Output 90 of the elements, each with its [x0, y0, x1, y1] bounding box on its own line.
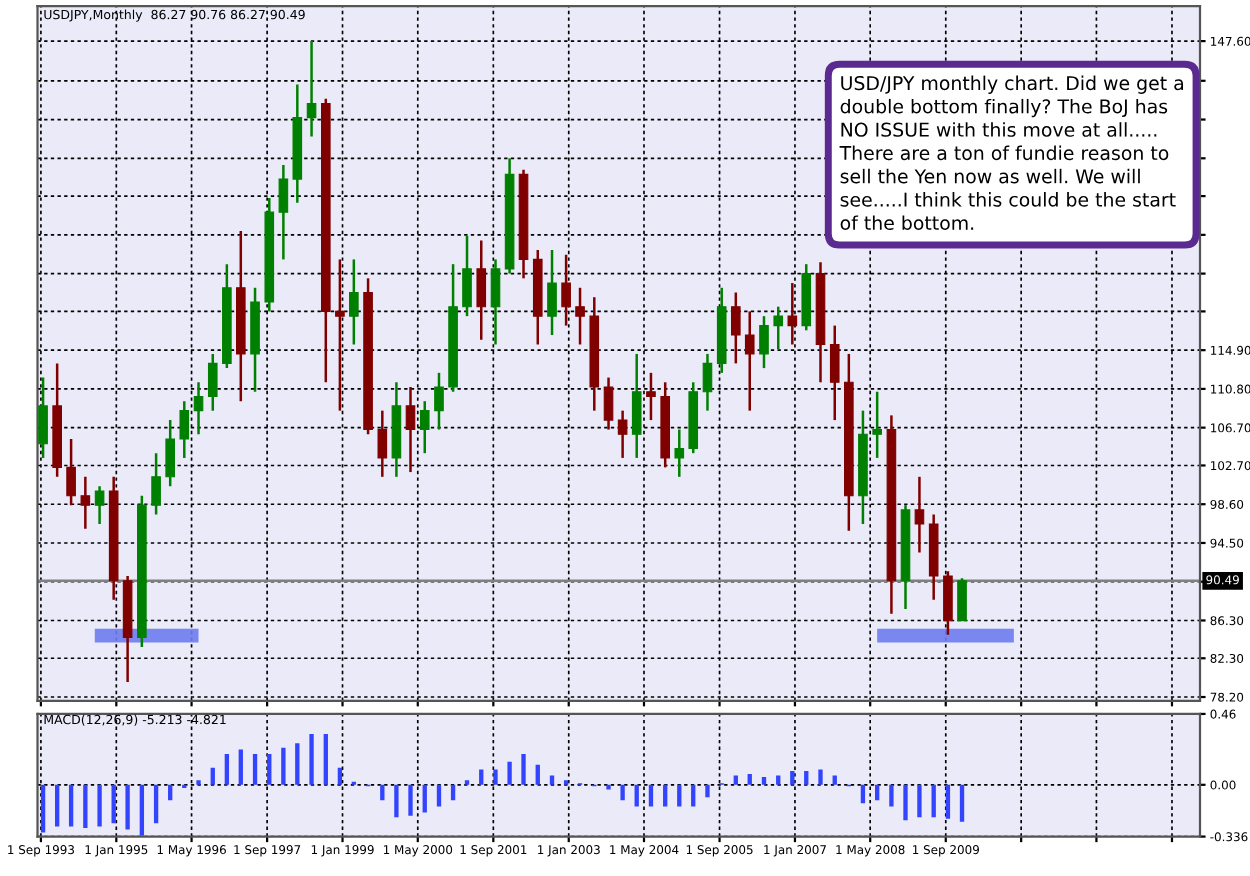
candlestick	[193, 381, 204, 436]
candlestick	[434, 371, 444, 431]
candlestick	[730, 291, 741, 365]
bar	[493, 769, 498, 785]
bar	[252, 754, 258, 785]
bar	[945, 784, 951, 819]
candlestick	[306, 39, 317, 138]
bar	[210, 767, 215, 785]
bar	[55, 784, 60, 827]
bar	[125, 784, 130, 830]
candlestick	[744, 310, 755, 412]
bar	[68, 784, 74, 827]
candlestick	[462, 234, 472, 318]
candlestick	[646, 371, 656, 422]
bar	[224, 754, 230, 785]
bar	[705, 784, 710, 798]
annotation: USD/JPY monthly chart. Did we get a double bottom finally? The BoJ has NO ISSUE with this move at all..... There are a ton of fundie reason to sell the Yen now as well. We will see.....I think this could be the start of the bottom.	[839, 75, 1184, 231]
bar	[153, 784, 159, 824]
bar	[267, 754, 272, 785]
bar	[889, 784, 894, 807]
bar	[733, 775, 738, 785]
bar	[40, 784, 46, 833]
bar	[380, 784, 385, 801]
candlestick	[94, 485, 105, 526]
candlestick	[476, 239, 487, 342]
bar	[875, 784, 880, 801]
bar	[860, 784, 866, 804]
candlestick	[490, 258, 501, 346]
candlestick	[66, 437, 76, 507]
candlestick	[377, 409, 388, 479]
bar	[295, 743, 300, 785]
candlestick	[773, 305, 784, 351]
bar	[111, 784, 116, 824]
candlestick	[759, 314, 769, 370]
bar	[97, 784, 102, 827]
bar	[281, 747, 286, 785]
candlestick	[575, 286, 585, 346]
candlestick	[547, 248, 557, 337]
bar	[394, 784, 399, 818]
bar	[606, 784, 611, 790]
bar	[450, 784, 456, 801]
bar	[804, 770, 809, 785]
bar	[323, 733, 328, 785]
bar	[747, 774, 752, 785]
bar	[549, 775, 555, 785]
candlestick	[914, 475, 925, 554]
bar	[776, 775, 781, 785]
candlestick	[278, 163, 289, 261]
bar	[931, 784, 936, 818]
bar	[83, 784, 88, 828]
candlestick	[674, 428, 685, 479]
bar	[408, 784, 413, 816]
candlestick	[38, 376, 48, 460]
bar	[903, 784, 908, 821]
candlestick	[702, 352, 713, 412]
bar	[790, 770, 795, 785]
bar	[422, 784, 427, 813]
candlestick	[405, 385, 416, 474]
candlestick	[207, 352, 218, 412]
candlestick	[631, 352, 642, 460]
bar	[917, 784, 922, 818]
bar	[832, 775, 837, 785]
candlestick	[787, 281, 798, 346]
bar	[521, 754, 526, 785]
candlestick	[872, 390, 882, 460]
bar	[168, 784, 173, 801]
bar	[139, 784, 145, 836]
bar	[535, 764, 540, 785]
bar	[959, 784, 965, 822]
candlestick	[957, 577, 967, 622]
bar	[238, 749, 243, 785]
candlestick	[179, 399, 190, 460]
bar	[309, 733, 314, 785]
bar	[620, 784, 625, 801]
candlestick	[829, 324, 840, 422]
candlestick	[561, 253, 571, 327]
candlestick	[335, 258, 345, 412]
candlestick	[419, 399, 430, 455]
candlestick	[603, 376, 614, 431]
bar	[479, 769, 484, 785]
bar	[507, 761, 512, 785]
candlestick	[80, 475, 91, 531]
bar	[818, 769, 823, 785]
bar	[337, 767, 343, 785]
candlestick	[943, 570, 953, 636]
candlestick	[617, 409, 628, 460]
candlestick	[349, 258, 359, 346]
bar	[761, 777, 767, 785]
candlestick	[165, 418, 176, 488]
candlestick	[151, 451, 161, 516]
